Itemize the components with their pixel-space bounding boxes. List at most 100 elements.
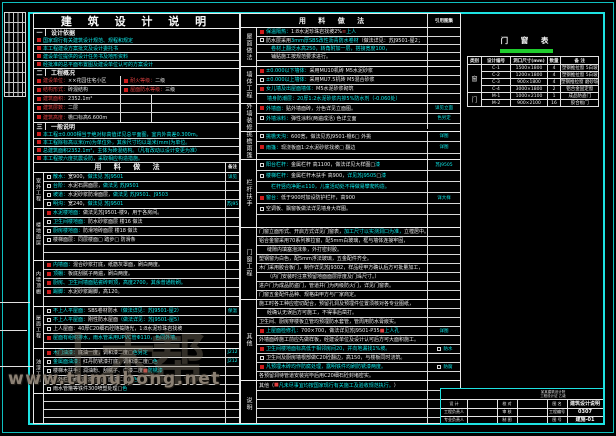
outline-square-bullet-icon [47,201,51,206]
text-segment: ±0.000以下墙体： [266,68,310,74]
dw-table-row: 窗 C-1 1500×1800 4 塑钢推拉窗 5白玻 [467,64,600,93]
text-segment: 上人孔 [384,328,400,334]
note-row [44,252,239,260]
title-block-line [441,399,603,400]
text-segment: 加工尺寸以实测洞口为准， [344,229,405,235]
note-text: 散水： 宽900， 做法见 苏J9501 [44,173,225,180]
outline-square-bullet-icon [47,317,51,322]
text-segment: 各预留洞待管道安装完毕后用C20细石砼封堵密实。 [259,373,374,379]
text-segment: 防水层采用 [266,37,292,44]
text-segment: □ [376,172,382,179]
section-number: 一 [34,28,46,37]
remark-cell [427,66,460,75]
note-text: 坡道： 水泥砂浆防滑面层， 做法见 苏J9501、J9503 [44,191,225,198]
remark-cell [225,333,239,342]
note-text: 卫生间、厨房穿楼板立管均预埋防水套管，管周用防水膏嵌实。 [257,318,427,325]
text-segment: （做法详见：苏J9501-屋5） [118,317,183,323]
text-segment: ■ [143,367,148,374]
text-segment: 二层 [68,105,79,111]
note-text: 阳台栏杆： 金属栏杆 高1100，做法详见大样图 □ 漆 [257,161,427,168]
note-text: 木门采用胶合板门，制作详见苏J9302，样品经甲方确认后方可批量加工， [257,264,427,271]
text-segment: ■ [379,327,385,334]
text-segment: 总建筑面积2352.1m²，主体为砖混结构。（凡有改动以设计变更为准） [43,147,200,154]
dw-column-header: 数量 [547,56,561,65]
note-text: 女儿墙及出屋面墙体： M5水泥砂浆砌筑 [257,85,427,92]
note-row: 本工程除标高以米(m)为单位外，其余尺寸均以毫米(mm)为单位。 [34,138,239,146]
door-window-table: 类别 设计编号 洞口尺寸(mm) 数量备 注窗 C-1 1500×1800 4 塑钢推拉窗 5… [467,56,600,107]
group-label: 屋面工程 [34,306,44,348]
remark-text: 苏J9505 [435,162,453,168]
text-segment: 厨房、卫生间墙面贴瓷砖到顶，高度2700，其余普通粉刷。 [53,280,186,286]
text-segment: 上屋面检修孔： [266,328,302,334]
text-segment: 砖混结构 [68,87,89,93]
door-window-table-title: 门 窗 表 [500,36,554,45]
remark-cell [225,278,239,287]
group-label: 外墙装修 [241,103,257,131]
text-segment: 本工程按六度抗震设防，采取相应构造措施。 [43,155,144,162]
note-row: 保温隔热： 1:8水泥珍珠岩找坡2% ≡ 上人 [257,27,460,36]
title-block-value: 建施-01 [575,417,595,423]
title-block-label: 校 对 [502,400,512,406]
text-segment: 建筑层数： [43,105,69,111]
note-row [44,393,239,401]
note-text: 经确认无误后方可施工，不得事后凿打。 [257,309,427,316]
text-segment: 顶棚： [53,271,69,277]
outline-square-bullet-icon [260,38,264,42]
text-segment: 女儿墙及出屋面墙体： [266,86,317,92]
red-square-bullet-icon [37,78,41,83]
title-block-value: 0307 [578,409,592,415]
note-row [257,123,460,129]
note-text: 门窗立面形式、开启方式详见门窗表， 加工尺寸以实测洞口为准， 立樘居中。 [257,228,427,235]
text-segment: 结构形式： [43,87,69,93]
text-segment: 防水砂浆面层 楼16 做法 [88,219,143,225]
text-segment: 门窗立面形式、开启方式详见门窗表， [259,229,345,235]
note-text: 本工程建设方案批文及设计委托书 [34,45,239,52]
note-row: 屋面有组织排水，雨水管采用UPVC管Φ110，色同外墙。 [44,333,239,342]
note-row [44,296,239,306]
note-text: 卫生间及厨房墙根部做C20砼翻边，高150，与楼板同时浇筑。 [257,354,427,361]
remark-cell [225,181,239,190]
text-segment: 窗台： [266,195,282,201]
text-segment: 其他（ [259,382,275,389]
outline-square-bullet-icon [47,183,51,188]
text-segment: □ [128,349,133,356]
outline-square-bullet-icon [47,219,51,224]
red-square-bullet-icon [37,62,41,66]
note-row: 建筑面积： 2352.1m² [34,94,239,103]
note-group: 栏杆扶手 阳台栏杆： 金属栏杆 高1100，做法详见大样图 □ 漆苏J9505 楼梯栏… [241,159,460,227]
sheet-title: 建 筑 设 计 说 明 [60,15,213,28]
note-text: 各预留洞待管道安装完毕后用C20细石砼封堵密实。 [257,372,427,379]
note-text: 本工程除标高以米(m)为单位外，其余尺寸均以毫米(mm)为单位。 [34,139,239,146]
note-row: 经批准的总平面布置图及建设单位认可的方案设计 [34,60,239,68]
dw-cell: 铝合金固定窗 [559,85,600,93]
text-segment: 做法见 苏J9501 [103,183,139,189]
remark-cell [427,123,460,129]
text-segment: 建筑面积： [43,96,69,102]
remark-cell: 防腐 [427,362,460,371]
group-label: 说明 [241,380,257,423]
note-cell [120,94,151,103]
remark-cell [225,393,239,401]
note-row: 建设单位提供的设计任务书及地形资料 [34,52,239,60]
dw-cell: 4 [547,78,561,86]
remark-cell: 色另定 [427,113,460,123]
note-row: 顶棚： 板底刮腻子两遍，刷白两度。 [44,269,239,278]
remark-cell: 苏J9505 [427,159,460,170]
red-square-bullet-icon [124,78,129,83]
signature-strip [4,12,26,97]
text-segment: 色 [152,359,158,365]
note-row [257,417,460,423]
title-block-value: 建筑设计说明 [569,401,600,407]
text-segment: 经批准的总平面布置图及建设单位认可的方案设计 [43,61,154,68]
remark-cell [225,235,239,244]
group-label: 其他 [241,299,257,380]
outline-square-bullet-icon [260,116,264,120]
note-row: 雨篷： 现浇板面1:2水泥砂浆找坡 □ 翻边 详图 [257,141,460,153]
note-row: 坡道： 水泥砂浆防滑面层， 做法见 苏J9501、J9503 [44,190,239,199]
title-block-line [567,399,568,423]
note-cell: 建筑面积： 2352.1m² [34,94,120,103]
section-title: 工程概况 [51,69,76,77]
remark-cell [225,342,239,348]
outline-square-bullet-icon [260,206,264,211]
